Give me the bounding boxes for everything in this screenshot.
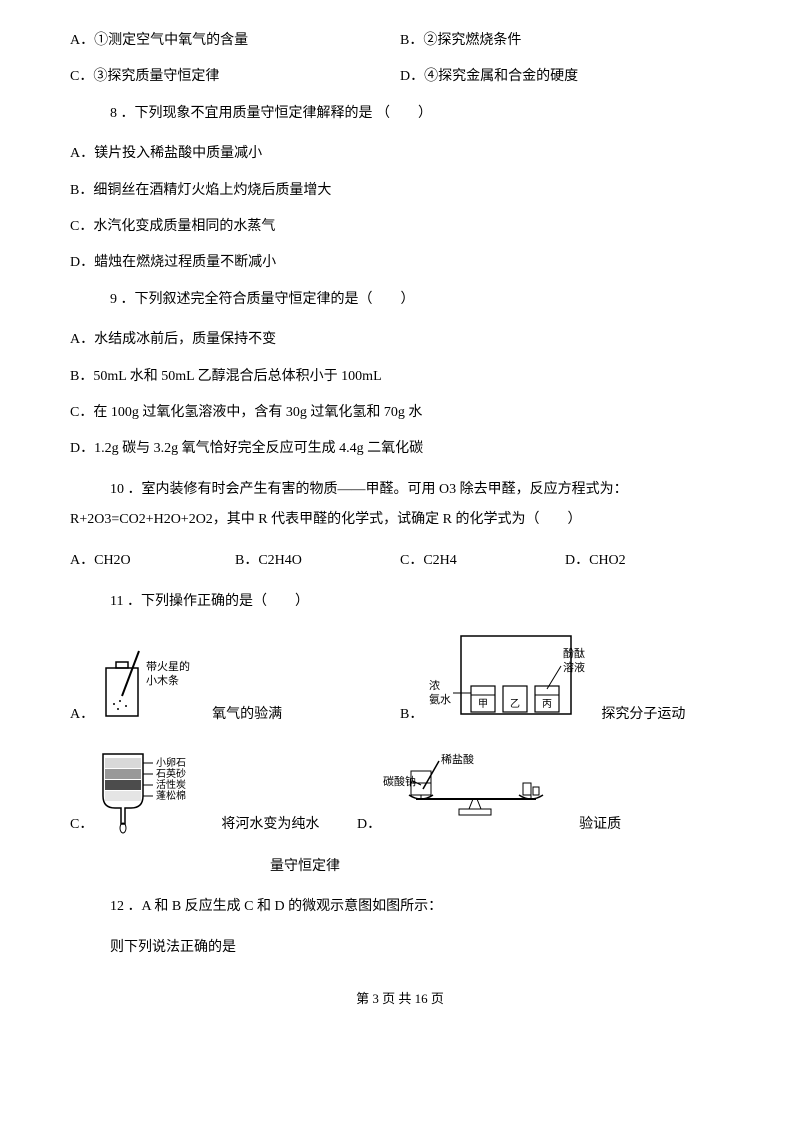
- diagram-c-icon: 小卵石 石英砂 活性炭 蓬松棉: [93, 746, 213, 836]
- q7-opt-c: C．③探究质量守恒定律: [70, 66, 400, 88]
- q10-opt-b: B．C2H4O: [235, 550, 400, 572]
- q11-d-cont: 量守恒定律: [270, 856, 730, 878]
- q9-stem: 9 ．下列叙述完全符合质量守恒定律的是（ ）: [110, 289, 730, 311]
- q11-opt-a: A． 带火星的 小木条 氧气的验满: [70, 646, 400, 726]
- label-c4: 蓬松棉: [156, 789, 186, 802]
- label-b3: 酚酞: [563, 646, 585, 660]
- q8-opt-a: A．镁片投入稀盐酸中质量减小: [70, 143, 730, 165]
- q12-line2: 则下列说法正确的是: [110, 937, 730, 959]
- q9-opt-c: C．在 100g 过氧化氢溶液中，含有 30g 过氧化氢和 70g 水: [70, 402, 730, 424]
- label-a1: 带火星的: [146, 659, 190, 673]
- label-b-j1: 甲: [478, 699, 488, 710]
- q11-c-desc: 将河水变为纯水: [221, 814, 319, 836]
- q9-opt-d: D．1.2g 碳与 3.2g 氧气恰好完全反应可生成 4.4g 二氧化碳: [70, 438, 730, 460]
- label-c3: 活性炭: [156, 778, 186, 791]
- diagram-b-icon: 甲 乙 丙 浓 氨水 酚酞 溶液: [423, 631, 593, 726]
- q9-opt-a: A．水结成冰前后，质量保持不变: [70, 329, 730, 351]
- label-a2: 小木条: [146, 673, 179, 687]
- q8-stem: 8 ．下列现象不宜用质量守恒定律解释的是 （ ）: [110, 103, 730, 125]
- q11-d-desc: 验证质: [579, 814, 621, 836]
- opt-a-label: A．: [70, 704, 94, 726]
- label-b4: 溶液: [563, 660, 585, 674]
- q7-opt-b: B．②探究燃烧条件: [400, 30, 730, 52]
- q8-opt-d: D．蜡烛在燃烧过程质量不断减小: [70, 252, 730, 274]
- label-b-j3: 丙: [542, 699, 552, 710]
- label-d2: 稀盐酸: [441, 752, 474, 766]
- q11-opt-b: B． 甲 乙 丙 浓 氨水 酚酞 溶液 探究分子运动: [400, 631, 730, 726]
- opt-d-label: D．: [357, 814, 381, 836]
- label-b1: 浓: [429, 679, 440, 692]
- q11-stem: 11 ．下列操作正确的是（ ）: [110, 591, 730, 613]
- q10-opt-c: C．C2H4: [400, 550, 565, 572]
- q7-options-row2: C．③探究质量守恒定律 D．④探究金属和合金的硬度: [70, 66, 730, 88]
- q10-stem: 10 ．室内装修有时会产生有害的物质——甲醛。可用 O3 除去甲醛，反应方程式为…: [70, 475, 730, 537]
- q11-row-cd: C． 小卵石 石英砂 活性炭 蓬松棉 将河水变为纯水 D．: [70, 746, 730, 836]
- q12-stem: 12 ．A 和 B 反应生成 C 和 D 的微观示意图如图所示：: [110, 896, 730, 918]
- label-b-j2: 乙: [510, 698, 520, 710]
- q7-options-row1: A．①测定空气中氧气的含量 B．②探究燃烧条件: [70, 30, 730, 52]
- q11-row-ab: A． 带火星的 小木条 氧气的验满 B． 甲 乙: [70, 631, 730, 726]
- q8-opt-b: B．细铜丝在酒精灯火焰上灼烧后质量增大: [70, 180, 730, 202]
- label-b2: 氨水: [429, 693, 451, 706]
- q10-opt-a: A．CH2O: [70, 550, 235, 572]
- q7-opt-a: A．①测定空气中氧气的含量: [70, 30, 400, 52]
- page-footer: 第 3 页 共 16 页: [70, 989, 730, 1010]
- diagram-a-icon: 带火星的 小木条: [94, 646, 204, 726]
- q8-opt-c: C．水汽化变成质量相同的水蒸气: [70, 216, 730, 238]
- label-c1: 小卵石: [156, 757, 186, 769]
- opt-b-label: B．: [400, 704, 423, 726]
- q7-opt-d: D．④探究金属和合金的硬度: [400, 66, 730, 88]
- label-c2: 石英砂: [156, 767, 186, 780]
- q11-b-desc: 探究分子运动: [601, 704, 685, 726]
- q10-options: A．CH2O B．C2H4O C．C2H4 D．CHO2: [70, 550, 730, 572]
- diagram-d-icon: 碳酸钠 稀盐酸: [381, 751, 571, 836]
- opt-c-label: C．: [70, 814, 93, 836]
- q10-opt-d: D．CHO2: [565, 550, 730, 572]
- q11-opt-d: D． 碳酸钠 稀盐酸 验证质: [357, 751, 730, 836]
- label-d1: 碳酸钠: [383, 774, 416, 788]
- q11-opt-c: C． 小卵石 石英砂 活性炭 蓬松棉 将河水变为纯水: [70, 746, 357, 836]
- q11-a-desc: 氧气的验满: [212, 704, 282, 726]
- q9-opt-b: B．50mL 水和 50mL 乙醇混合后总体积小于 100mL: [70, 366, 730, 388]
